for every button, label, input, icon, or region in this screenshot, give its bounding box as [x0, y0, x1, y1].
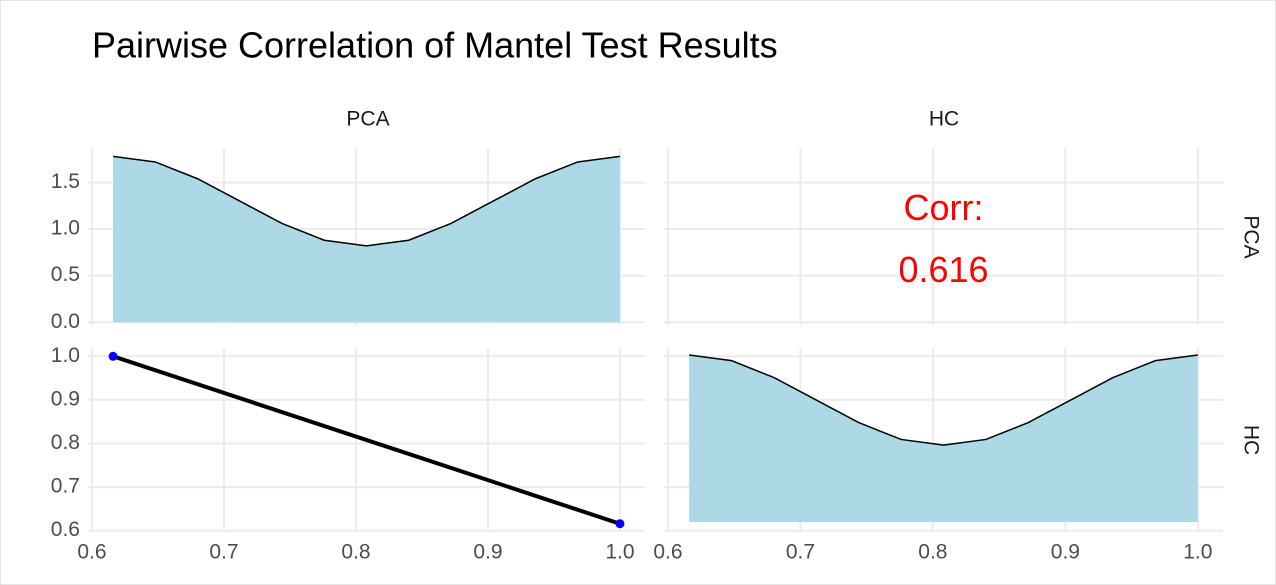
y-tick-label: 1.5	[51, 170, 80, 193]
x-tick-label: 1.0	[605, 541, 634, 564]
x-tick-label: 0.9	[1051, 541, 1080, 564]
corr-value: 0.616	[898, 249, 988, 290]
chart-title: Pairwise Correlation of Mantel Test Resu…	[92, 25, 778, 66]
density-area	[113, 156, 620, 323]
y-tick-label: 0.0	[51, 310, 80, 333]
strip-label: HC	[1239, 425, 1262, 455]
corr-label: Corr:	[904, 187, 984, 228]
fit-line	[112, 354, 621, 526]
x-tick-label: 0.8	[341, 541, 370, 564]
x-tick-label: 0.9	[473, 541, 502, 564]
x-tick-label: 0.6	[77, 541, 106, 564]
y-tick-label: 0.6	[51, 518, 80, 541]
x-tick-label: 0.8	[918, 541, 947, 564]
x-tick-label: 0.7	[209, 541, 238, 564]
y-tick-label: 1.0	[51, 217, 80, 240]
density-area	[689, 355, 1198, 522]
strip-label: PCA	[346, 108, 389, 131]
y-tick-label: 0.8	[51, 431, 80, 454]
strip-label: HC	[929, 108, 959, 131]
y-tick-label: 0.7	[51, 475, 80, 498]
y-tick-label: 0.5	[51, 263, 80, 286]
y-tick-label: 0.9	[51, 387, 80, 410]
density-line	[112, 155, 621, 247]
x-tick-label: 1.0	[1183, 541, 1212, 564]
x-tick-label: 0.7	[786, 541, 815, 564]
density-line	[689, 354, 1198, 446]
strip-label: PCA	[1239, 215, 1262, 258]
y-tick-label: 1.0	[51, 344, 80, 367]
point	[108, 351, 118, 361]
point	[615, 519, 625, 529]
x-tick-label: 0.6	[653, 541, 682, 564]
